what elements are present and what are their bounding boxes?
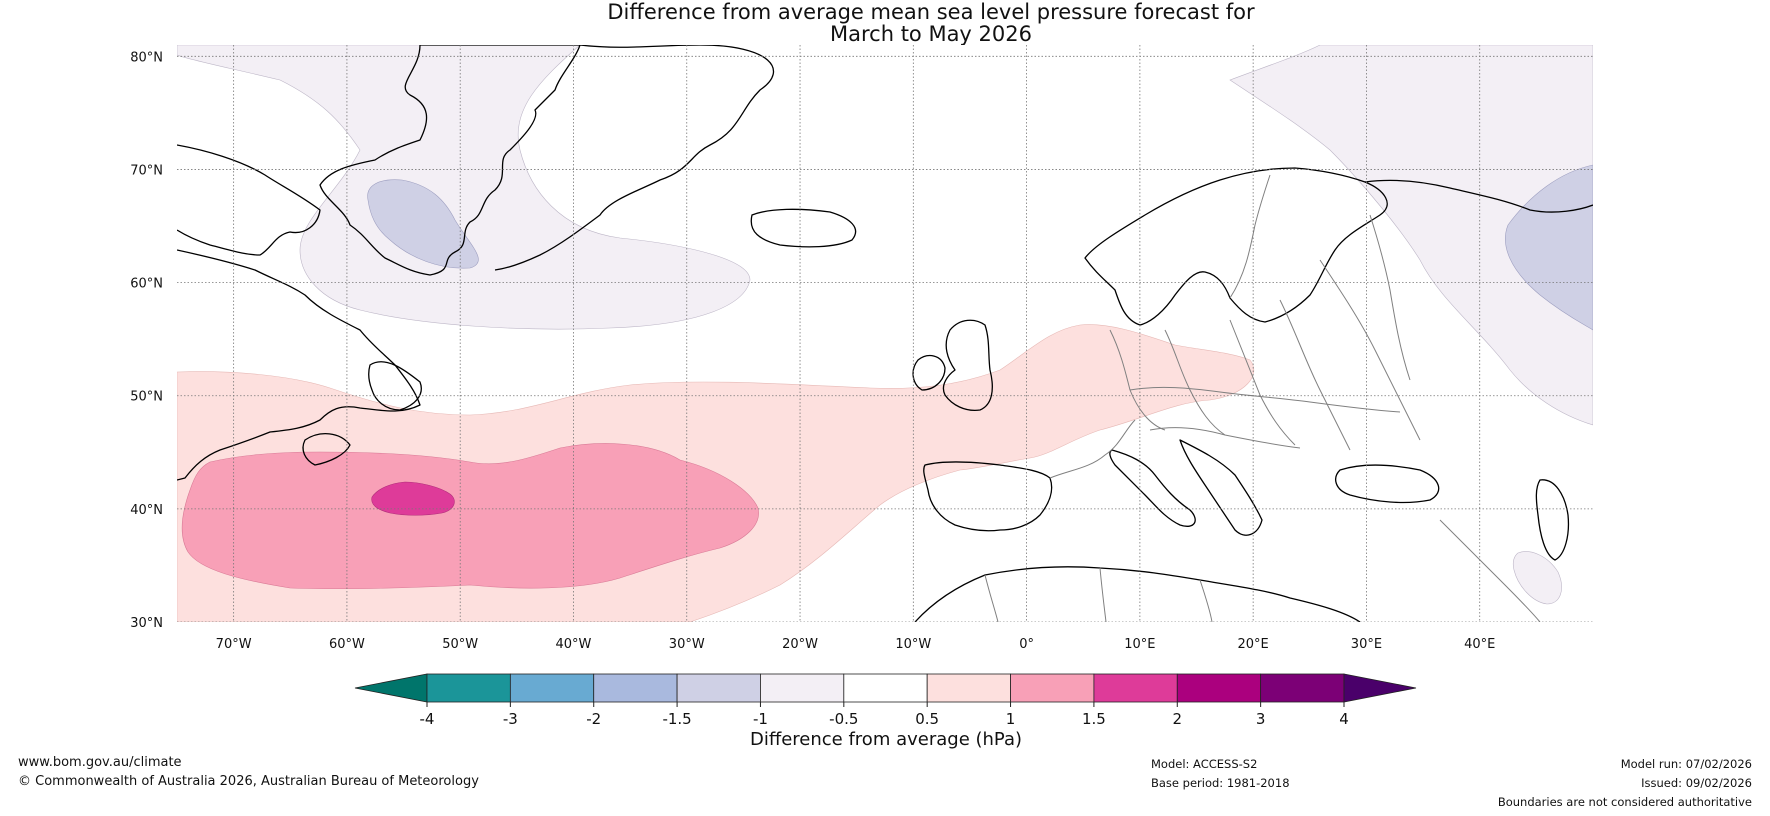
lat-label: 60°N [130,277,163,292]
colorbar-tick-label: 1.5 [1082,710,1106,728]
colorbar-box [509,673,595,703]
footer-model: Model: ACCESS-S2 [1151,757,1258,771]
country-borders [984,174,1541,622]
border-line [1229,319,1296,446]
colorbar-tick-label: 1 [1006,710,1016,728]
coastline-greenland-east [494,45,774,271]
lon-label: 20°E [1238,637,1269,652]
longitude-labels: 70°W 60°W 50°W 40°W 30°W 20°W 10°W 0° 10°E 20°E 30… [216,637,1496,652]
colorbar-extend-low [354,673,428,703]
lon-label: 50°W [442,637,478,652]
border-line [984,574,999,622]
coastline-ireland [912,354,946,391]
coastline-balkans-greece [1179,439,1263,536]
footer-copyright: © Commonwealth of Australia 2026, Austra… [18,774,479,789]
border-line [1279,299,1351,451]
coastline-italy [1109,449,1196,527]
coastline-scandinavia [1084,167,1388,326]
footer-base-period: Base period: 1981-2018 [1151,776,1290,790]
colorbar-box [1010,673,1095,703]
map-title-line1: Difference from average mean sea level p… [607,0,1255,24]
border-line [1319,259,1421,441]
lon-label: 40°W [556,637,592,652]
colorbar-extend-high [1343,673,1417,703]
anomaly-region-minus-1-greenland [367,179,479,269]
colorbar-tick-label: -4 [420,710,435,728]
colorbar-box [593,673,678,703]
coastline-newfoundland [368,361,422,411]
lon-label: 10°W [895,637,931,652]
coastlines [177,45,1593,622]
colorbar-box [926,673,1011,703]
anomaly-region-minus-0p5-greenland [177,45,751,330]
coastline-black-sea [1335,464,1440,504]
colorbar-tick-label: -1 [753,710,768,728]
colorbar-tick-label: 0.5 [915,710,939,728]
colorbar-box [843,673,928,703]
border-line [1149,427,1301,449]
lat-label: 40°N [130,503,163,518]
colorbar-tick-label: -3 [503,710,518,728]
lat-label: 70°N [130,163,163,178]
colorbar-ticks: -4 -3 -2 -1.5 -1 -0.5 0.5 1 1.5 2 3 4 [420,702,1349,728]
colorbar-label: Difference from average (hPa) [750,729,1022,750]
lon-label: 0° [1019,637,1034,652]
border-line [1099,567,1107,622]
footer-url: www.bom.gov.au/climate [18,755,182,770]
coastline-nova-scotia [302,433,351,466]
coastline-canada-arctic [177,144,321,256]
coastline-caspian [1535,479,1570,561]
lat-label: 80°N [130,50,163,65]
colorbar-tick-label: -1.5 [662,710,691,728]
footer-issued: Issued: 09/02/2026 [1641,776,1752,790]
colorbar-box [426,673,511,703]
anomaly-region-minus-1-russia [1505,164,1593,331]
coastline-greenland [319,45,581,276]
map-title-line2: March to May 2026 [830,22,1032,46]
colorbar-boxes [354,673,1417,703]
colorbar-box [676,673,761,703]
border-line [1199,579,1213,622]
coastline-labrador [177,249,421,481]
colorbar-box [1260,673,1345,703]
colorbar-tick-label: -0.5 [829,710,858,728]
lon-label: 30°W [669,637,705,652]
colorbar-box [1176,673,1262,703]
lon-label: 60°W [329,637,365,652]
pressure-anomaly-map: 80°N 70°N 60°N 50°N 40°N 30°N 70°W 60°W 50°W 40°… [130,45,1593,652]
border-line [1229,174,1271,299]
lon-label: 10°E [1124,637,1155,652]
border-line [1129,386,1401,413]
anomaly-region-minus-0p5-arctic [1229,45,1593,426]
colorbar-tick-label: 4 [1339,710,1349,728]
lon-label: 20°W [782,637,818,652]
border-line [1164,329,1226,436]
coastline-north-africa [914,566,1361,622]
lon-label: 30°E [1351,637,1382,652]
coastline-iberia [923,461,1053,532]
coastline-northern-russia [1364,179,1593,213]
border-line [1369,214,1411,381]
anomaly-region-plus-1p5 [371,481,455,516]
footer-model-run: Model run: 07/02/2026 [1620,757,1752,771]
colorbar-tick-label: 3 [1256,710,1266,728]
graticule [177,45,1593,622]
latitude-labels: 80°N 70°N 60°N 50°N 40°N 30°N [130,50,163,631]
coastline-british-isles [942,319,993,411]
border-line [1439,519,1541,622]
lat-label: 30°N [130,616,163,631]
colorbar-tick-label: -2 [586,710,601,728]
lon-label: 70°W [216,637,252,652]
coastline-iceland [750,208,857,248]
lat-label: 50°N [130,390,163,405]
colorbar-tick-label: 2 [1172,710,1182,728]
anomaly-region-minus-0p5-mediterranean [1512,551,1562,605]
colorbar-box [1093,673,1178,703]
colorbar-box [760,673,845,703]
footer-disclaimer: Boundaries are not considered authoritat… [1497,795,1752,809]
anomaly-region-plus-1 [181,443,759,590]
lon-label: 40°E [1464,637,1495,652]
border-line [1049,419,1136,479]
